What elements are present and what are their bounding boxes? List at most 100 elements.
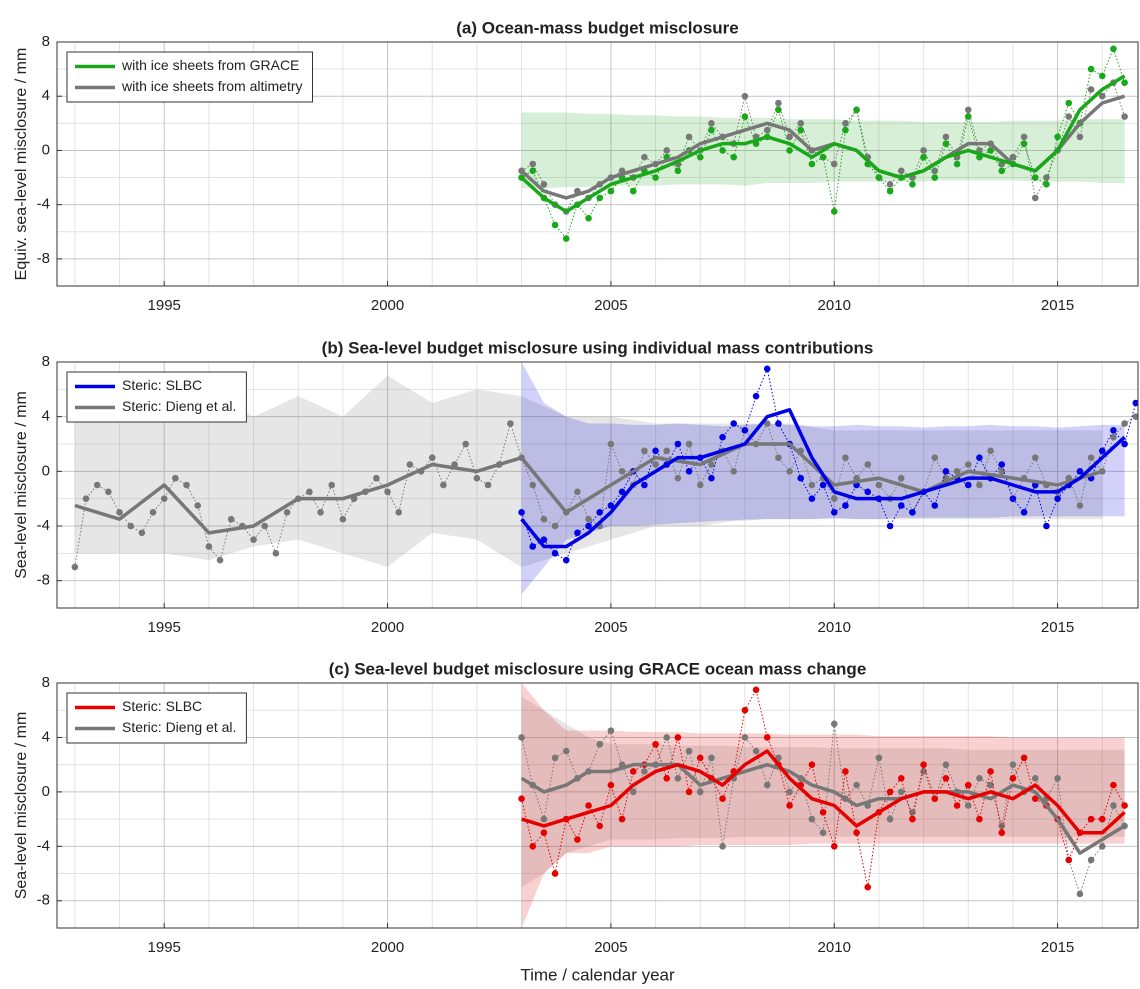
data-point xyxy=(1087,65,1095,73)
smoothed-line xyxy=(520,74,1126,214)
smoothed-line xyxy=(520,762,1126,855)
data-point xyxy=(618,468,626,475)
data-point xyxy=(775,454,782,461)
data-point xyxy=(652,447,659,455)
uncertainty-band xyxy=(521,683,1125,928)
data-point xyxy=(842,454,849,461)
data-point xyxy=(864,488,872,496)
data-point xyxy=(842,768,849,775)
data-point xyxy=(886,187,894,195)
panel: 1995 2000 2005 2010 2015 -8 -4 0 4 8 (b) Sea-level… xyxy=(13,338,1139,636)
data-point xyxy=(1087,856,1095,864)
axes-box xyxy=(56,682,1139,929)
data-point xyxy=(1098,815,1106,823)
data-point xyxy=(931,167,939,175)
data-point xyxy=(964,802,972,809)
data-point xyxy=(763,734,771,741)
data-point xyxy=(551,221,559,229)
data-point xyxy=(696,153,704,161)
data-point xyxy=(1087,815,1095,823)
data-point xyxy=(1031,174,1039,181)
data-point xyxy=(998,167,1006,175)
y-tick-label: -4 xyxy=(37,837,50,854)
y-tick-label: -4 xyxy=(37,517,50,534)
data-point xyxy=(1110,781,1117,789)
data-point xyxy=(942,133,950,141)
data-point xyxy=(216,556,224,564)
dotted-connector xyxy=(521,367,1137,561)
data-point xyxy=(1031,454,1039,461)
data-point xyxy=(652,461,659,468)
data-point xyxy=(440,481,447,489)
data-point xyxy=(574,529,581,537)
data-point xyxy=(663,734,671,741)
data-point xyxy=(853,781,860,789)
data-point xyxy=(741,427,749,434)
legend-label: Steric: Dieng et al. xyxy=(122,398,236,414)
data-point xyxy=(395,509,403,516)
y-axis-label: Sea-level misclosure / mm xyxy=(13,391,30,579)
data-point xyxy=(808,815,816,823)
data-point xyxy=(596,740,604,748)
data-point xyxy=(1076,502,1084,509)
data-point xyxy=(719,795,726,802)
data-point xyxy=(696,788,704,796)
data-point xyxy=(1121,79,1128,86)
data-point xyxy=(953,160,961,168)
data-point xyxy=(250,536,257,543)
data-point xyxy=(306,488,313,496)
data-point xyxy=(518,795,525,802)
legend-label: Steric: Dieng et al. xyxy=(122,719,236,735)
data-point xyxy=(562,556,570,564)
data-point xyxy=(82,495,90,502)
x-tick-label: 2000 xyxy=(371,619,404,636)
legend: Steric: SLBC Steric: Dieng et al. xyxy=(66,692,247,744)
data-point xyxy=(920,761,927,768)
data-point xyxy=(652,174,659,181)
data-point xyxy=(909,815,916,823)
data-point xyxy=(775,99,782,107)
data-point xyxy=(808,495,816,502)
data-point xyxy=(585,802,592,809)
data-point xyxy=(518,734,525,741)
data-point xyxy=(1065,856,1073,864)
data-point xyxy=(596,509,604,516)
data-point xyxy=(1009,774,1017,782)
data-point xyxy=(1132,399,1138,407)
data-point xyxy=(1009,153,1017,161)
data-point xyxy=(1065,113,1073,120)
data-point xyxy=(1121,440,1128,448)
panel-title: (c) Sea-level budget misclosure using GR… xyxy=(329,659,867,678)
data-point xyxy=(752,686,760,694)
data-point xyxy=(585,515,592,523)
data-point xyxy=(663,147,671,154)
data-point xyxy=(931,502,939,509)
y-tick-label: 8 xyxy=(42,674,50,691)
data-point xyxy=(763,781,771,789)
data-point xyxy=(227,515,235,523)
data-point xyxy=(719,433,726,441)
data-point xyxy=(149,509,157,516)
data-point xyxy=(830,160,838,168)
x-tick-label: 1995 xyxy=(148,619,181,636)
data-point xyxy=(607,727,615,734)
data-point xyxy=(1132,413,1138,420)
data-point xyxy=(708,474,715,482)
y-tick-label: 0 xyxy=(42,783,50,800)
data-point xyxy=(730,420,738,427)
data-point xyxy=(842,502,849,509)
data-point xyxy=(842,120,849,127)
data-point xyxy=(585,522,592,530)
data-point xyxy=(663,774,671,782)
data-point xyxy=(1043,174,1050,181)
data-point xyxy=(205,543,213,550)
data-point xyxy=(384,488,391,496)
data-point xyxy=(976,774,983,782)
data-point xyxy=(529,160,537,168)
data-point xyxy=(797,474,805,482)
legend-box xyxy=(66,51,313,103)
data-point xyxy=(1020,509,1028,516)
data-point xyxy=(1020,754,1028,762)
data-point xyxy=(183,481,190,489)
data-point xyxy=(629,788,637,796)
